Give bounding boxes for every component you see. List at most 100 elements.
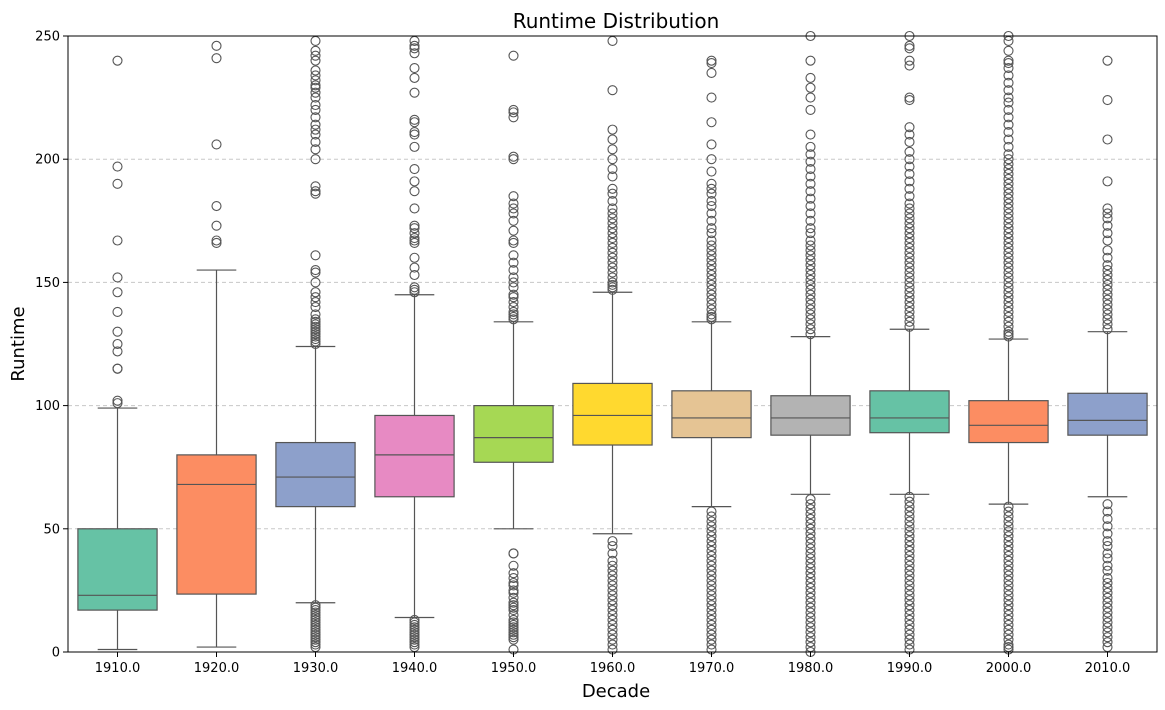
outlier-point [1102, 627, 1113, 638]
outlier-point [607, 134, 618, 145]
outlier-point [805, 592, 816, 603]
outlier-point [508, 605, 519, 616]
outlier-point [112, 338, 123, 350]
outlier-point [1003, 183, 1014, 194]
outlier-point [1003, 282, 1014, 293]
outlier-point [1003, 262, 1014, 273]
box-group [770, 30, 851, 658]
outlier-point [805, 299, 816, 310]
outlier-point [409, 176, 420, 187]
outlier-point [706, 284, 717, 295]
outlier-point [904, 570, 915, 581]
outlier-point [1003, 77, 1014, 88]
outlier-point [607, 624, 618, 635]
outlier-point [706, 550, 717, 561]
outlier-point [211, 235, 222, 246]
outlier-point [211, 139, 222, 150]
outlier-point [904, 595, 915, 606]
outlier-point [706, 311, 717, 322]
outlier-point [805, 215, 816, 226]
outlier-point [508, 289, 519, 300]
outlier-point [310, 634, 321, 645]
outlier-point [310, 600, 321, 611]
outlier-point [607, 284, 618, 295]
outlier-point [310, 87, 321, 98]
x-tick-label: 1960.0 [590, 661, 636, 676]
outlier-point [904, 301, 915, 313]
outlier-point [904, 146, 915, 157]
iqr-box [77, 528, 158, 611]
outlier-point [904, 491, 915, 502]
outlier-point [805, 164, 816, 175]
outlier-point [310, 45, 321, 56]
outlier-point [409, 627, 420, 638]
outlier-point [409, 141, 420, 152]
outlier-point [409, 129, 420, 140]
outlier-point [904, 176, 915, 187]
outlier-point [706, 609, 717, 621]
outlier-point [112, 363, 123, 374]
outlier-point [409, 117, 420, 128]
outlier-point [1003, 58, 1014, 69]
iqr-box [374, 414, 455, 498]
outlier-point [706, 624, 717, 635]
outlier-point [1003, 292, 1014, 303]
iqr-box [770, 395, 851, 436]
outlier-point [211, 220, 222, 231]
outlier-point [1003, 570, 1014, 581]
outlier-point [1102, 540, 1113, 552]
outlier-point [1102, 506, 1113, 517]
outlier-point [1102, 203, 1113, 214]
outlier-point [904, 506, 915, 517]
outlier-point [904, 605, 915, 616]
outlier-point [607, 218, 618, 229]
outlier-point [805, 494, 816, 505]
outlier-point [409, 40, 420, 51]
outlier-point [904, 624, 915, 635]
x-tick-label: 1950.0 [491, 661, 537, 676]
outlier-point [310, 316, 321, 327]
outlier-point [508, 314, 519, 325]
outlier-point [1003, 242, 1014, 253]
outlier-point [1003, 112, 1014, 123]
outlier-point [805, 55, 816, 66]
outlier-point [409, 114, 420, 125]
outlier-point [904, 208, 915, 219]
outlier-point [805, 319, 816, 330]
outlier-point [1003, 92, 1014, 103]
outlier-point [706, 540, 717, 552]
outlier-point [904, 203, 915, 214]
outlier-point [508, 592, 519, 603]
outlier-point [904, 311, 915, 322]
outlier-point [310, 329, 321, 340]
outlier-point [805, 289, 816, 300]
outlier-point [1003, 223, 1014, 234]
outlier-point [310, 309, 321, 320]
outlier-point [1102, 319, 1113, 330]
outlier-point [310, 632, 321, 643]
outlier-point [706, 200, 717, 212]
outlier-point [112, 235, 123, 246]
outlier-point [1003, 634, 1014, 645]
outlier-point [409, 637, 420, 648]
outlier-point [904, 60, 915, 71]
outlier-point [904, 565, 915, 576]
outlier-point [1003, 232, 1014, 244]
outlier-point [904, 496, 915, 507]
outlier-point [1102, 252, 1113, 263]
outlier-point [1102, 637, 1113, 648]
outlier-point [508, 282, 519, 293]
outlier-point [706, 269, 717, 281]
outlier-point [1003, 560, 1014, 571]
outlier-point [310, 324, 321, 335]
outlier-point [1003, 188, 1014, 199]
outlier-point [310, 602, 321, 613]
outlier-point [310, 297, 321, 308]
outlier-point [607, 196, 618, 207]
outlier-point [904, 232, 915, 244]
x-tick-label: 1990.0 [887, 661, 933, 676]
outlier-point [409, 164, 420, 175]
outlier-point [706, 565, 717, 576]
outlier-point [904, 629, 915, 640]
outlier-point [310, 92, 321, 103]
